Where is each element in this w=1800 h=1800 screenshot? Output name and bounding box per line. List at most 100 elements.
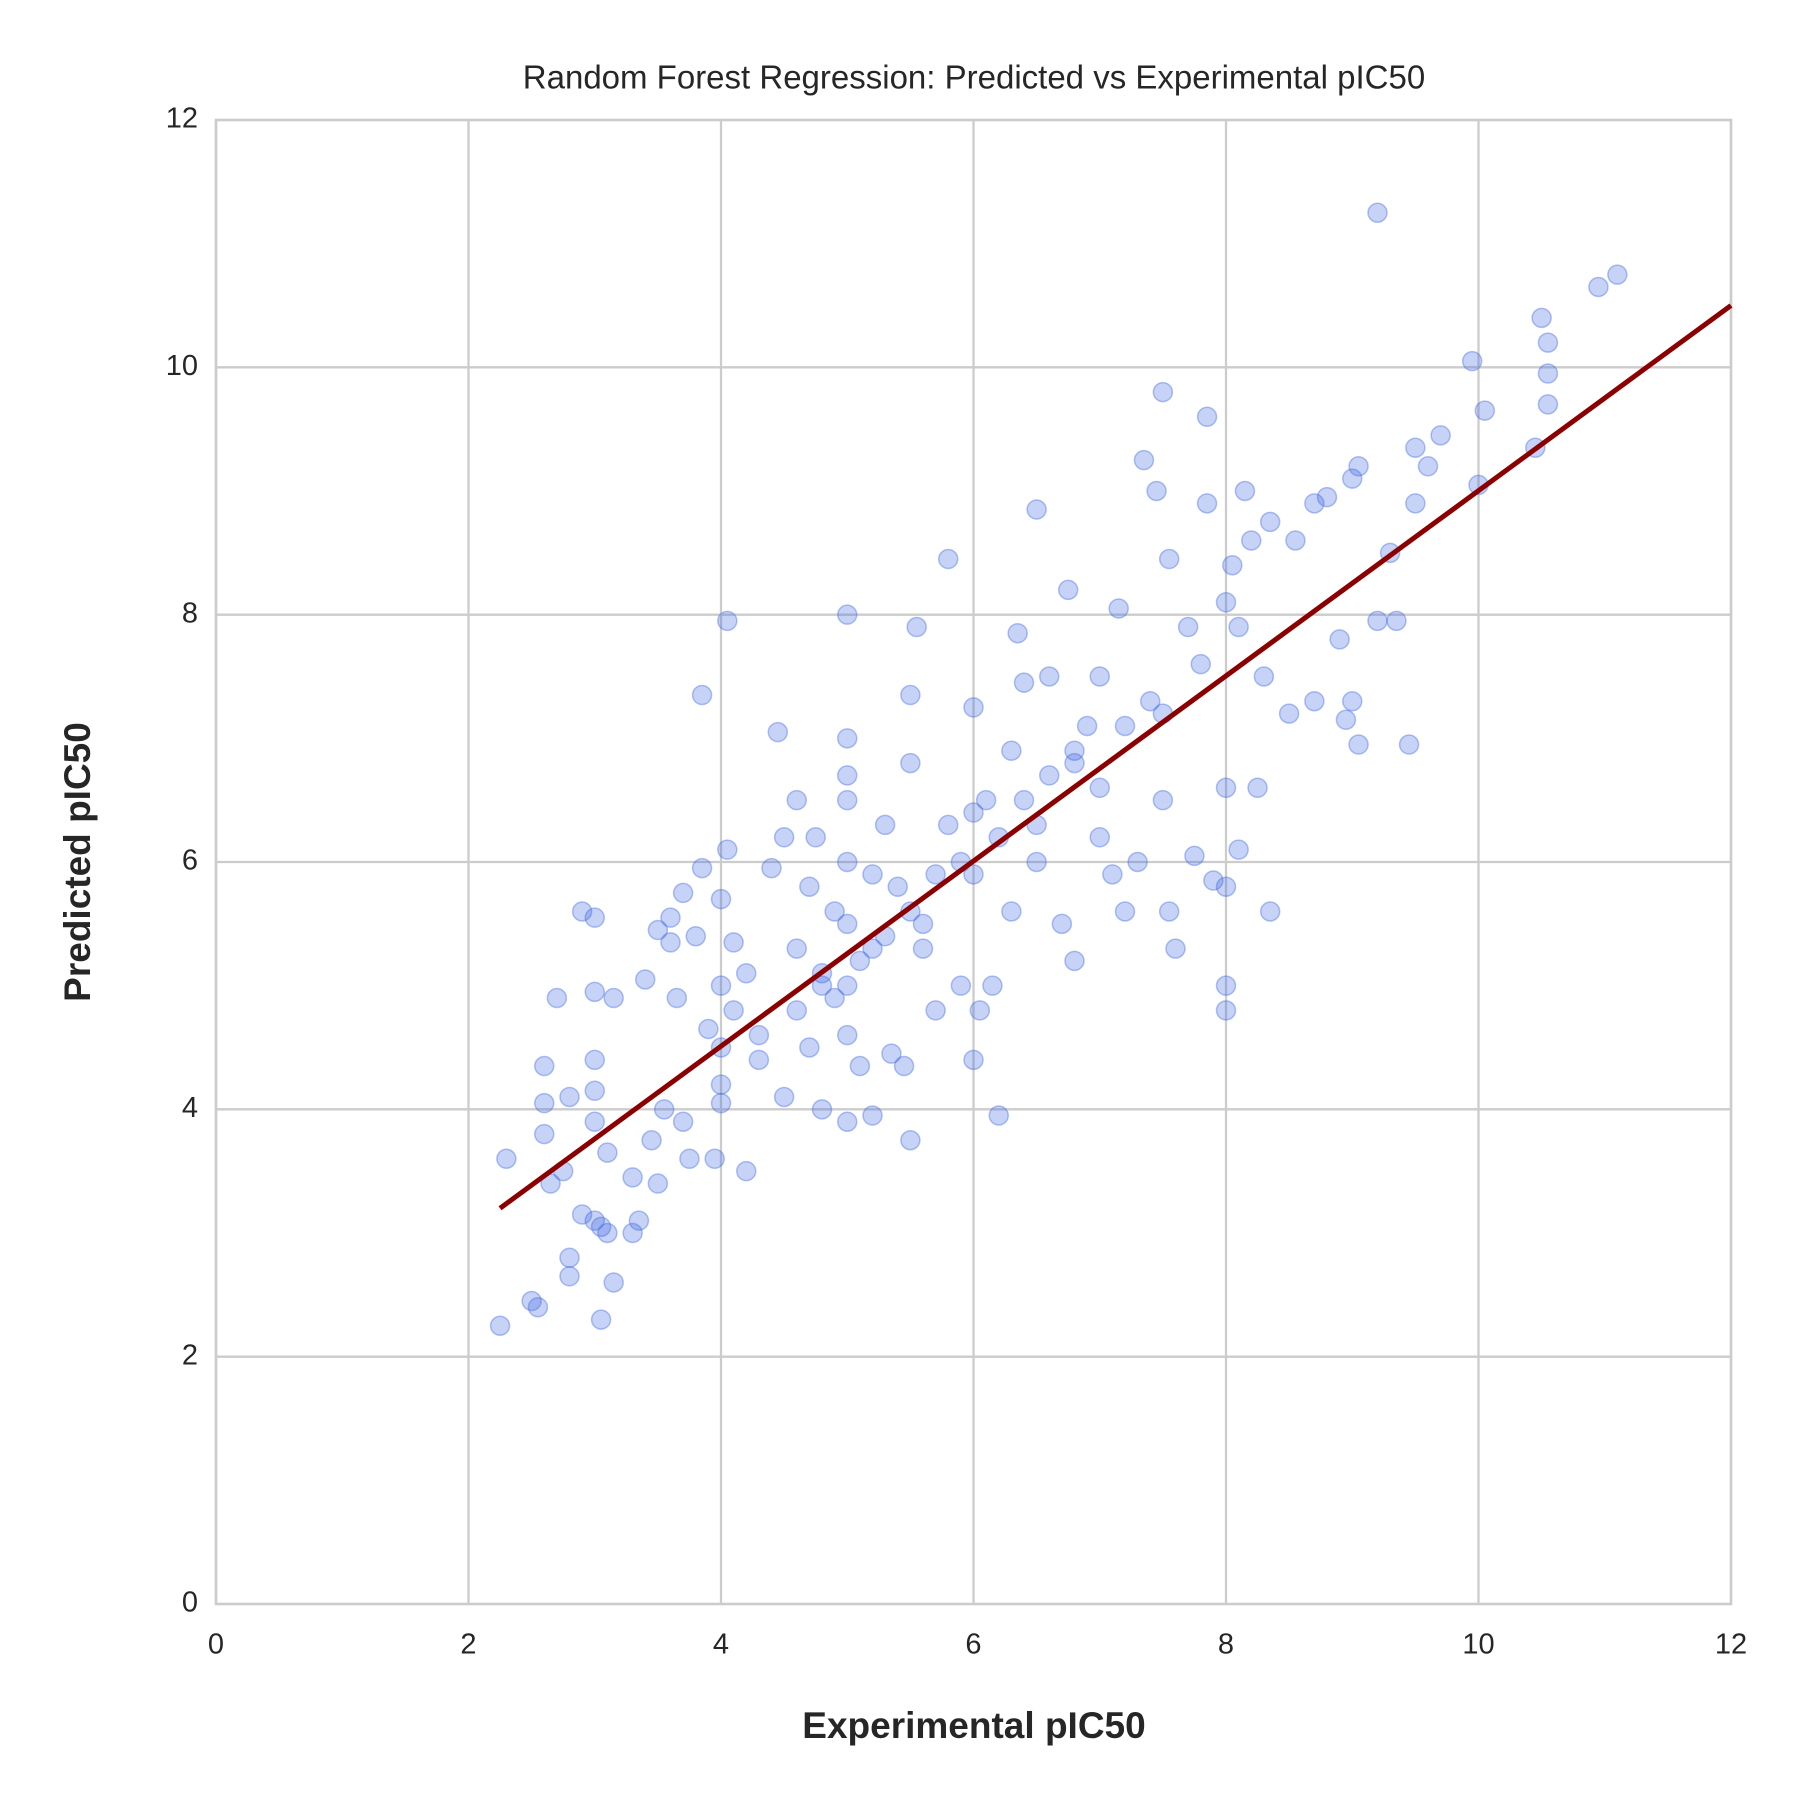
point — [1013, 672, 1035, 693]
point — [1133, 449, 1155, 471]
point — [698, 1018, 719, 1040]
point — [590, 1309, 612, 1330]
point — [748, 1049, 770, 1071]
point — [1177, 616, 1199, 638]
point — [603, 987, 624, 1009]
plot-frame — [214, 118, 1733, 1606]
point — [837, 975, 858, 996]
point — [982, 975, 1003, 996]
point — [1278, 703, 1300, 724]
point — [786, 938, 807, 959]
x-tick-label: 2 — [460, 1629, 476, 1661]
point — [1607, 264, 1628, 285]
point — [647, 1173, 669, 1194]
point — [849, 1055, 871, 1077]
point — [1001, 740, 1022, 761]
point — [628, 1210, 650, 1231]
point — [1114, 715, 1136, 737]
point — [837, 913, 858, 935]
y-tick-label: 6 — [182, 845, 198, 877]
point — [1329, 629, 1350, 650]
point — [811, 1099, 833, 1120]
point — [691, 857, 713, 879]
point — [1152, 381, 1174, 403]
point — [584, 907, 605, 928]
y-tick-label: 10 — [166, 350, 198, 382]
point — [811, 975, 833, 996]
point — [534, 1055, 555, 1077]
point — [862, 1105, 883, 1126]
x-axis-label: Experimental pIC50 — [802, 1705, 1145, 1746]
point — [969, 1000, 991, 1021]
point — [1285, 530, 1306, 551]
point — [1215, 592, 1237, 613]
point — [1089, 827, 1110, 848]
point — [988, 1105, 1009, 1126]
point — [1537, 394, 1559, 415]
point — [1342, 690, 1363, 712]
x-tick-label: 10 — [1462, 1629, 1494, 1661]
point — [1039, 765, 1060, 786]
point — [862, 938, 883, 959]
point — [559, 1086, 580, 1108]
point — [647, 919, 669, 941]
point — [672, 1111, 694, 1132]
y-tick-label: 8 — [182, 597, 198, 629]
point — [1348, 456, 1369, 477]
point — [1474, 400, 1496, 421]
point — [1405, 493, 1426, 514]
point — [1537, 363, 1559, 384]
point — [1215, 1000, 1237, 1021]
point — [837, 728, 858, 749]
point — [1348, 734, 1369, 755]
point — [717, 839, 738, 860]
point — [1253, 666, 1275, 687]
point — [736, 1160, 757, 1182]
point — [1127, 851, 1148, 873]
point — [786, 1000, 807, 1021]
point — [1259, 901, 1281, 922]
point — [773, 1086, 795, 1108]
point — [597, 1142, 618, 1163]
point — [837, 789, 858, 811]
point — [559, 1266, 580, 1287]
point — [571, 1204, 593, 1225]
point — [534, 1123, 555, 1145]
point — [963, 864, 984, 885]
point — [805, 827, 826, 848]
point — [1531, 307, 1552, 329]
point — [1215, 975, 1237, 996]
point — [786, 789, 807, 811]
point — [925, 1000, 946, 1021]
y-tick-label: 4 — [182, 1092, 198, 1124]
point — [1196, 406, 1218, 428]
point — [837, 765, 858, 786]
point — [837, 851, 858, 873]
point — [748, 1024, 770, 1046]
point — [1013, 789, 1035, 811]
point — [1367, 610, 1388, 632]
point — [963, 697, 984, 718]
point — [938, 548, 959, 570]
point — [906, 616, 927, 638]
point — [710, 1092, 732, 1114]
point — [1588, 276, 1609, 298]
point — [685, 925, 706, 947]
point — [1342, 468, 1363, 489]
x-tick-label: 8 — [1218, 1629, 1234, 1661]
point — [1057, 579, 1079, 601]
point — [1089, 666, 1110, 687]
point — [736, 963, 757, 984]
point — [717, 610, 738, 632]
point — [767, 721, 789, 743]
point — [799, 876, 820, 897]
point — [1203, 870, 1224, 891]
point — [1190, 653, 1211, 675]
point — [521, 1290, 542, 1312]
point — [653, 1099, 675, 1120]
point — [881, 1043, 902, 1064]
point — [975, 789, 997, 811]
point — [900, 752, 921, 774]
y-axis-label: Predicted pIC50 — [57, 722, 98, 1002]
point — [710, 1074, 732, 1095]
